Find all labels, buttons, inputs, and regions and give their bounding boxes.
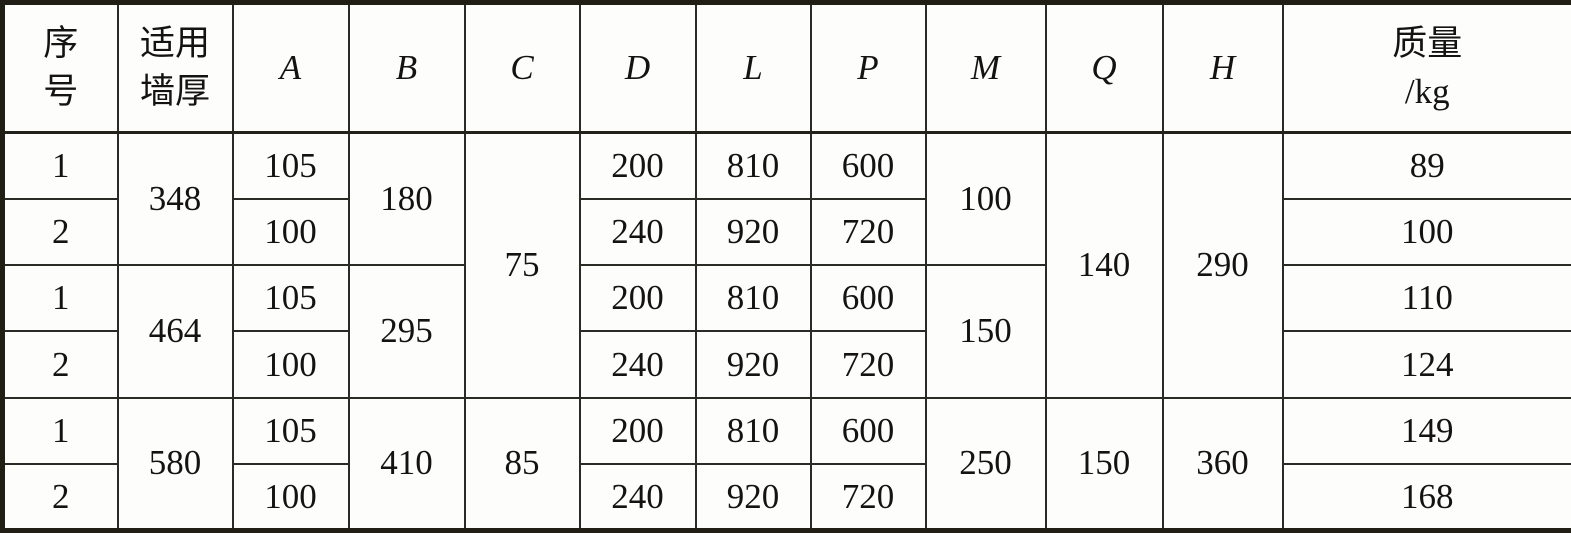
cell-L: 810 — [694, 396, 812, 466]
header-col-H: H — [1161, 1, 1284, 134]
cell-C: 75 — [463, 131, 581, 399]
header-serial-number: 序 号 — [1, 1, 119, 134]
header-col-A: A — [231, 1, 350, 134]
cell-A: 100 — [231, 330, 350, 399]
cell-mass: 89 — [1281, 131, 1571, 200]
cell-B: 410 — [347, 396, 466, 532]
cell-Q: 140 — [1044, 131, 1164, 399]
header-col-P: P — [809, 1, 927, 134]
cell-D: 240 — [578, 197, 697, 267]
header-col-M: M — [924, 1, 1047, 134]
cell-A: 105 — [231, 264, 350, 333]
cell-B: 295 — [347, 264, 466, 399]
table-row: 2 100 240 920 720 168 — [1, 463, 1571, 532]
cell-P: 600 — [809, 264, 927, 333]
cell-A: 100 — [231, 463, 350, 532]
header-col-Q: Q — [1044, 1, 1164, 134]
header-col-B: B — [347, 1, 466, 134]
header-mass-line2: /kg — [1404, 72, 1450, 111]
cell-H: 290 — [1161, 131, 1284, 399]
cell-seq: 1 — [1, 131, 119, 200]
header-wall-thickness: 适用 墙厚 — [116, 1, 234, 134]
cell-M: 100 — [924, 131, 1047, 267]
table-row: 1 464 105 295 200 810 600 150 110 — [1, 264, 1571, 399]
cell-wall-thickness: 348 — [116, 131, 234, 267]
cell-P: 720 — [809, 197, 927, 267]
cell-C: 85 — [463, 396, 581, 532]
cell-L: 810 — [694, 264, 812, 333]
cell-B: 180 — [347, 131, 466, 267]
table-row: 2 100 240 920 720 124 — [1, 330, 1571, 399]
cell-seq: 1 — [1, 264, 119, 333]
cell-A: 105 — [231, 131, 350, 200]
cell-D: 200 — [578, 264, 697, 333]
cell-seq: 2 — [1, 463, 119, 532]
cell-D: 240 — [578, 463, 697, 532]
cell-mass: 149 — [1281, 396, 1571, 466]
header-col-C: C — [463, 1, 581, 134]
table-row: 2 100 240 920 720 100 — [1, 197, 1571, 267]
header-col-D: D — [578, 1, 697, 134]
cell-M: 150 — [924, 264, 1047, 399]
cell-L: 920 — [694, 330, 812, 399]
cell-P: 600 — [809, 396, 927, 466]
cell-A: 105 — [231, 396, 350, 466]
header-serial-line2: 号 — [43, 72, 79, 111]
header-wall-line2: 墙厚 — [139, 72, 210, 111]
cell-seq: 2 — [1, 197, 119, 267]
cell-wall-thickness: 580 — [116, 396, 234, 532]
table-row: 1 348 105 180 75 200 810 600 100 140 290… — [1, 131, 1571, 399]
cell-L: 920 — [694, 197, 812, 267]
header-col-L: L — [694, 1, 812, 134]
cell-L: 920 — [694, 463, 812, 532]
header-row: 序 号 适用 墙厚 A B C D L P M Q H 质量 /kg — [1, 1, 1571, 134]
cell-mass: 100 — [1281, 197, 1571, 267]
header-wall-line1: 适用 — [139, 23, 210, 63]
cell-seq: 1 — [1, 396, 119, 466]
cell-mass: 124 — [1281, 330, 1571, 399]
table-row: 1 580 105 410 85 200 810 600 250 150 360… — [1, 396, 1571, 532]
cell-H: 360 — [1161, 396, 1284, 532]
cell-mass: 168 — [1281, 463, 1571, 532]
header-mass: 质量 /kg — [1281, 1, 1571, 134]
cell-D: 240 — [578, 330, 697, 399]
cell-A: 100 — [231, 197, 350, 267]
cell-L: 810 — [694, 131, 812, 200]
cell-wall-thickness: 464 — [116, 264, 234, 399]
cell-D: 200 — [578, 396, 697, 466]
cell-Q: 150 — [1044, 396, 1164, 532]
cell-seq: 2 — [1, 330, 119, 399]
cell-P: 720 — [809, 463, 927, 532]
header-mass-line1: 质量 — [1392, 23, 1463, 63]
cell-P: 720 — [809, 330, 927, 399]
header-serial-line1: 序 — [43, 23, 79, 63]
cell-P: 600 — [809, 131, 927, 200]
cell-D: 200 — [578, 131, 697, 200]
cell-M: 250 — [924, 396, 1047, 532]
cell-mass: 110 — [1281, 264, 1571, 333]
